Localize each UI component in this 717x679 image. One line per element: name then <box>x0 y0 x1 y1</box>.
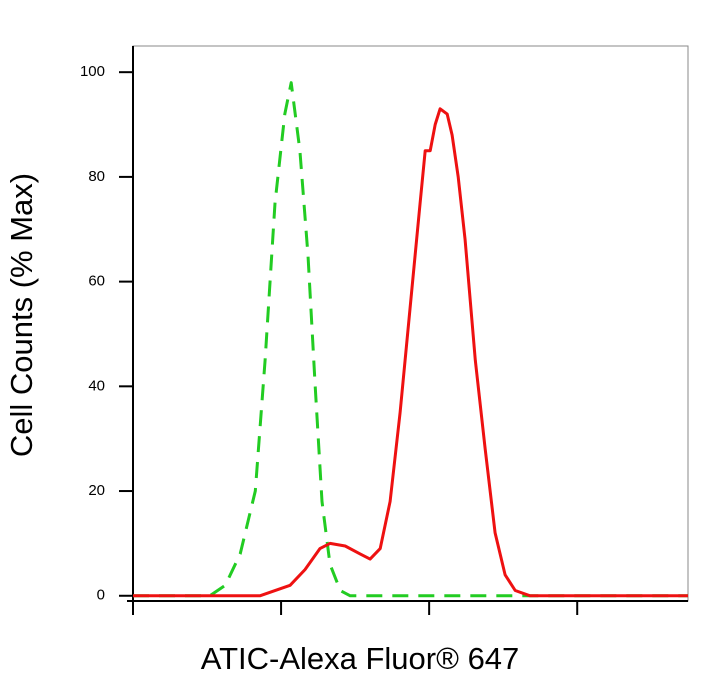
histogram-line <box>133 81 688 598</box>
y-tick-label: 80 <box>88 168 105 185</box>
y-axis-title: Cell Counts (% Max) <box>4 173 39 457</box>
plot-frame <box>132 45 689 602</box>
y-tick-label: 20 <box>88 482 105 499</box>
x-axis-title: ATIC-Alexa Fluor® 647 <box>201 641 520 676</box>
y-tick-label: 40 <box>88 377 105 394</box>
y-tick-label: 100 <box>80 63 105 80</box>
y-tick-label: 60 <box>88 273 105 290</box>
histogram-line <box>133 107 688 598</box>
y-tick-label: 0 <box>97 587 105 604</box>
